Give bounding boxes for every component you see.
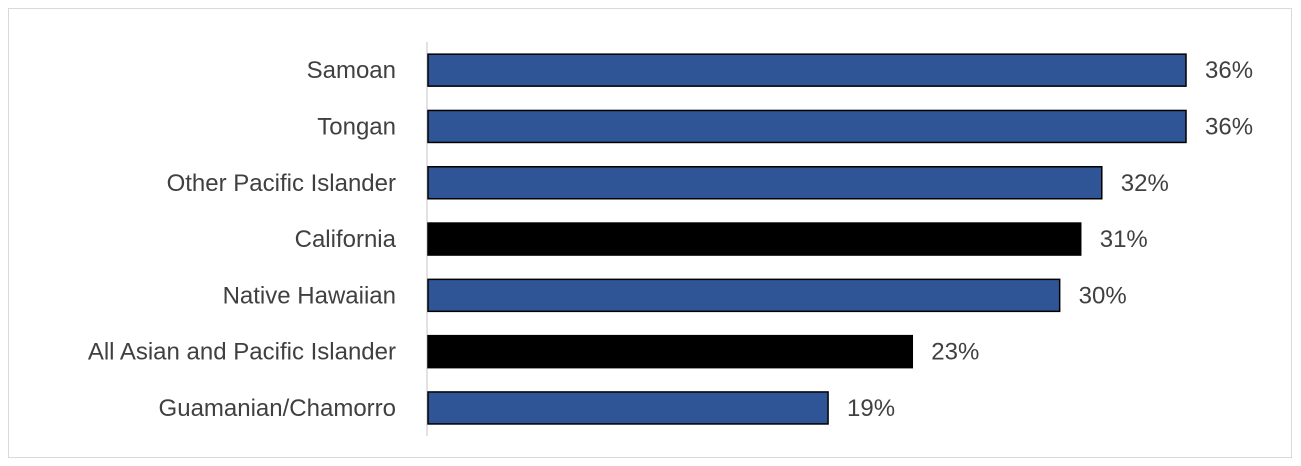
category-label: All Asian and Pacific Islander: [88, 339, 396, 366]
value-label: 36%: [1205, 113, 1253, 140]
bar-samoan: [427, 53, 1187, 87]
value-label: 23%: [931, 339, 979, 366]
category-label: Samoan: [307, 57, 396, 84]
bar-other-pacific-islander: [427, 166, 1103, 200]
value-label: 36%: [1205, 57, 1253, 84]
bar-tongan: [427, 109, 1187, 144]
value-label: 32%: [1121, 170, 1169, 197]
category-label: Tongan: [317, 113, 396, 140]
value-label: 30%: [1079, 282, 1127, 309]
category-label: Other Pacific Islander: [167, 170, 396, 197]
value-label: 19%: [847, 395, 895, 422]
category-label: California: [295, 226, 397, 253]
category-label: Guamanian/Chamorro: [159, 395, 396, 422]
category-label: Native Hawaiian: [223, 282, 396, 309]
bar-california: [427, 222, 1082, 256]
bar-native-hawaiian: [427, 278, 1061, 313]
value-label: 31%: [1100, 226, 1148, 253]
bar-guamanian-chamorro: [427, 391, 829, 425]
bar-all-asian-and-pacific-islander: [427, 334, 914, 369]
